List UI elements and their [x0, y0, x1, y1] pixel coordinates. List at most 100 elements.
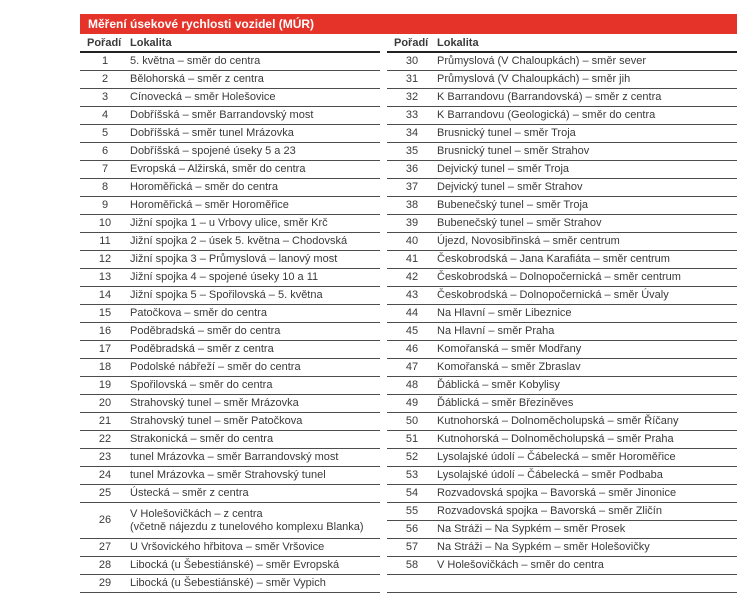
row-order: 31 — [387, 70, 437, 89]
row-order: 46 — [387, 340, 437, 359]
row-locality: Na Hlavní – směr Libeznice — [437, 304, 737, 323]
row-locality: Strahovský tunel – směr Mrázovka — [130, 394, 380, 413]
row-order: 29 — [80, 574, 130, 593]
row-locality: Dejvický tunel – směr Troja — [437, 160, 737, 179]
row-order: 10 — [80, 214, 130, 233]
row-order: 45 — [387, 322, 437, 341]
row-locality: Na Stráži – Na Sypkém – směr Prosek — [437, 520, 737, 539]
row-order: 20 — [80, 394, 130, 413]
row-locality: Spořilovská – směr do centra — [130, 376, 380, 395]
row-order: 35 — [387, 142, 437, 161]
row-locality: Průmyslová (V Chaloupkách) – směr sever — [437, 52, 737, 71]
table-row: 13 Jižní spojka 4 – spojené úseky 10 a 1… — [80, 268, 380, 287]
row-locality: U Vršovického hřbitova – směr Vršovice — [130, 538, 380, 557]
table-row: 29 Libocká (u Šebestiánské) – směr Vypic… — [80, 574, 380, 593]
row-locality: Rozvadovská spojka – Bavorská – směr Zli… — [437, 502, 737, 521]
table-row: 53 Lysolajské údolí – Čábelecká – směr P… — [387, 466, 737, 485]
row-order: 54 — [387, 484, 437, 503]
row-order: 24 — [80, 466, 130, 485]
table-columns-container: Pořadí Lokalita 1 5. května – směr do ce… — [80, 34, 737, 593]
row-order: 5 — [80, 124, 130, 143]
row-order: 15 — [80, 304, 130, 323]
row-locality: V Holešovičkách – z centra (včetně nájez… — [130, 502, 380, 539]
row-locality: Na Stráži – Na Sypkém – směr Holešovičky — [437, 538, 737, 557]
row-order: 34 — [387, 124, 437, 143]
row-locality: Poděbradská – směr do centra — [130, 322, 380, 341]
row-locality: Českobrodská – Dolnopočernická – směr Úv… — [437, 286, 737, 305]
row-locality: Dobříšská – spojené úseky 5 a 23 — [130, 142, 380, 161]
table-row: 39 Bubenečský tunel – směr Strahov — [387, 214, 737, 233]
row-locality: Horoměřická – směr Horoměřice — [130, 196, 380, 215]
row-locality: Jižní spojka 1 – u Vrbovy ulice, směr Kr… — [130, 214, 380, 233]
table-title: Měření úsekové rychlosti vozidel (MÚR) — [80, 14, 737, 34]
speed-measurement-table: Měření úsekové rychlosti vozidel (MÚR) P… — [80, 14, 737, 593]
row-order: 58 — [387, 556, 437, 575]
row-locality: Patočkova – směr do centra — [130, 304, 380, 323]
table-row: 58 V Holešovičkách – směr do centra — [387, 556, 737, 575]
row-order: 21 — [80, 412, 130, 431]
table-row: 51 Kutnohorská – Dolnoměcholupská – směr… — [387, 430, 737, 449]
row-locality: Jižní spojka 2 – úsek 5. května – Chodov… — [130, 232, 380, 251]
row-order: 25 — [80, 484, 130, 503]
table-row: 43 Českobrodská – Dolnopočernická – směr… — [387, 286, 737, 305]
row-order: 36 — [387, 160, 437, 179]
row-order: 50 — [387, 412, 437, 431]
row-locality: Kutnohorská – Dolnoměcholupská – směr Ří… — [437, 412, 737, 431]
row-order: 12 — [80, 250, 130, 269]
row-locality: Újezd, Novosibřinská – směr centrum — [437, 232, 737, 251]
row-order: 28 — [80, 556, 130, 575]
row-locality: Ďáblická – směr Březiněves — [437, 394, 737, 413]
row-order: 7 — [80, 160, 130, 179]
table-row: 35 Brusnický tunel – směr Strahov — [387, 142, 737, 161]
row-order: 2 — [80, 70, 130, 89]
table-row: 49 Ďáblická – směr Březiněves — [387, 394, 737, 413]
row-order: 52 — [387, 448, 437, 467]
column-header-order: Pořadí — [80, 34, 130, 53]
table-row: 55 Rozvadovská spojka – Bavorská – směr … — [387, 502, 737, 521]
row-order: 14 — [80, 286, 130, 305]
row-order: 48 — [387, 376, 437, 395]
row-locality: Lysolajské údolí – Čábelecká – směr Podb… — [437, 466, 737, 485]
table-row: 46 Komořanská – směr Modřany — [387, 340, 737, 359]
table-row: 52 Lysolajské údolí – Čábelecká – směr H… — [387, 448, 737, 467]
table-row: 44 Na Hlavní – směr Libeznice — [387, 304, 737, 323]
row-locality: Lysolajské údolí – Čábelecká – směr Horo… — [437, 448, 737, 467]
table-row: 57 Na Stráži – Na Sypkém – směr Holešovi… — [387, 538, 737, 557]
table-row: 6 Dobříšská – spojené úseky 5 a 23 — [80, 142, 380, 161]
row-locality: Dobříšská – směr Barrandovský most — [130, 106, 380, 125]
row-order: 47 — [387, 358, 437, 377]
row-order: 56 — [387, 520, 437, 539]
row-locality: Ústecká – směr z centra — [130, 484, 380, 503]
row-order: 44 — [387, 304, 437, 323]
row-locality: Bělohorská – směr z centra — [130, 70, 380, 89]
row-order: 16 — [80, 322, 130, 341]
table-row: 40 Újezd, Novosibřinská – směr centrum — [387, 232, 737, 251]
table-row: 26 V Holešovičkách – z centra (včetně ná… — [80, 502, 380, 539]
column-header-locality: Lokalita — [437, 34, 737, 53]
table-row: 38 Bubenečský tunel – směr Troja — [387, 196, 737, 215]
table-row: 23 tunel Mrázovka – směr Barrandovský mo… — [80, 448, 380, 467]
row-locality: Komořanská – směr Zbraslav — [437, 358, 737, 377]
row-order: 53 — [387, 466, 437, 485]
row-locality: 5. května – směr do centra — [130, 52, 380, 71]
table-row: 36 Dejvický tunel – směr Troja — [387, 160, 737, 179]
table-row: 37 Dejvický tunel – směr Strahov — [387, 178, 737, 197]
table-row: 1 5. května – směr do centra — [80, 52, 380, 71]
row-locality: Jižní spojka 3 – Průmyslová – lanový mos… — [130, 250, 380, 269]
row-order: 42 — [387, 268, 437, 287]
row-order: 11 — [80, 232, 130, 251]
row-order: 43 — [387, 286, 437, 305]
table-row: 2 Bělohorská – směr z centra — [80, 70, 380, 89]
table-row: 32 K Barrandovu (Barrandovská) – směr z … — [387, 88, 737, 107]
table-row: 9 Horoměřická – směr Horoměřice — [80, 196, 380, 215]
table-row: 30 Průmyslová (V Chaloupkách) – směr sev… — [387, 52, 737, 71]
row-order: 1 — [80, 52, 130, 71]
column-header-order: Pořadí — [387, 34, 437, 53]
row-order: 26 — [80, 502, 130, 539]
table-row: 5 Dobříšská – směr tunel Mrázovka — [80, 124, 380, 143]
row-locality: Českobrodská – Dolnopočernická – směr ce… — [437, 268, 737, 287]
row-order: 13 — [80, 268, 130, 287]
row-locality: Podolské nábřeží – směr do centra — [130, 358, 380, 377]
row-order: 41 — [387, 250, 437, 269]
row-locality: V Holešovičkách – směr do centra — [437, 556, 737, 575]
